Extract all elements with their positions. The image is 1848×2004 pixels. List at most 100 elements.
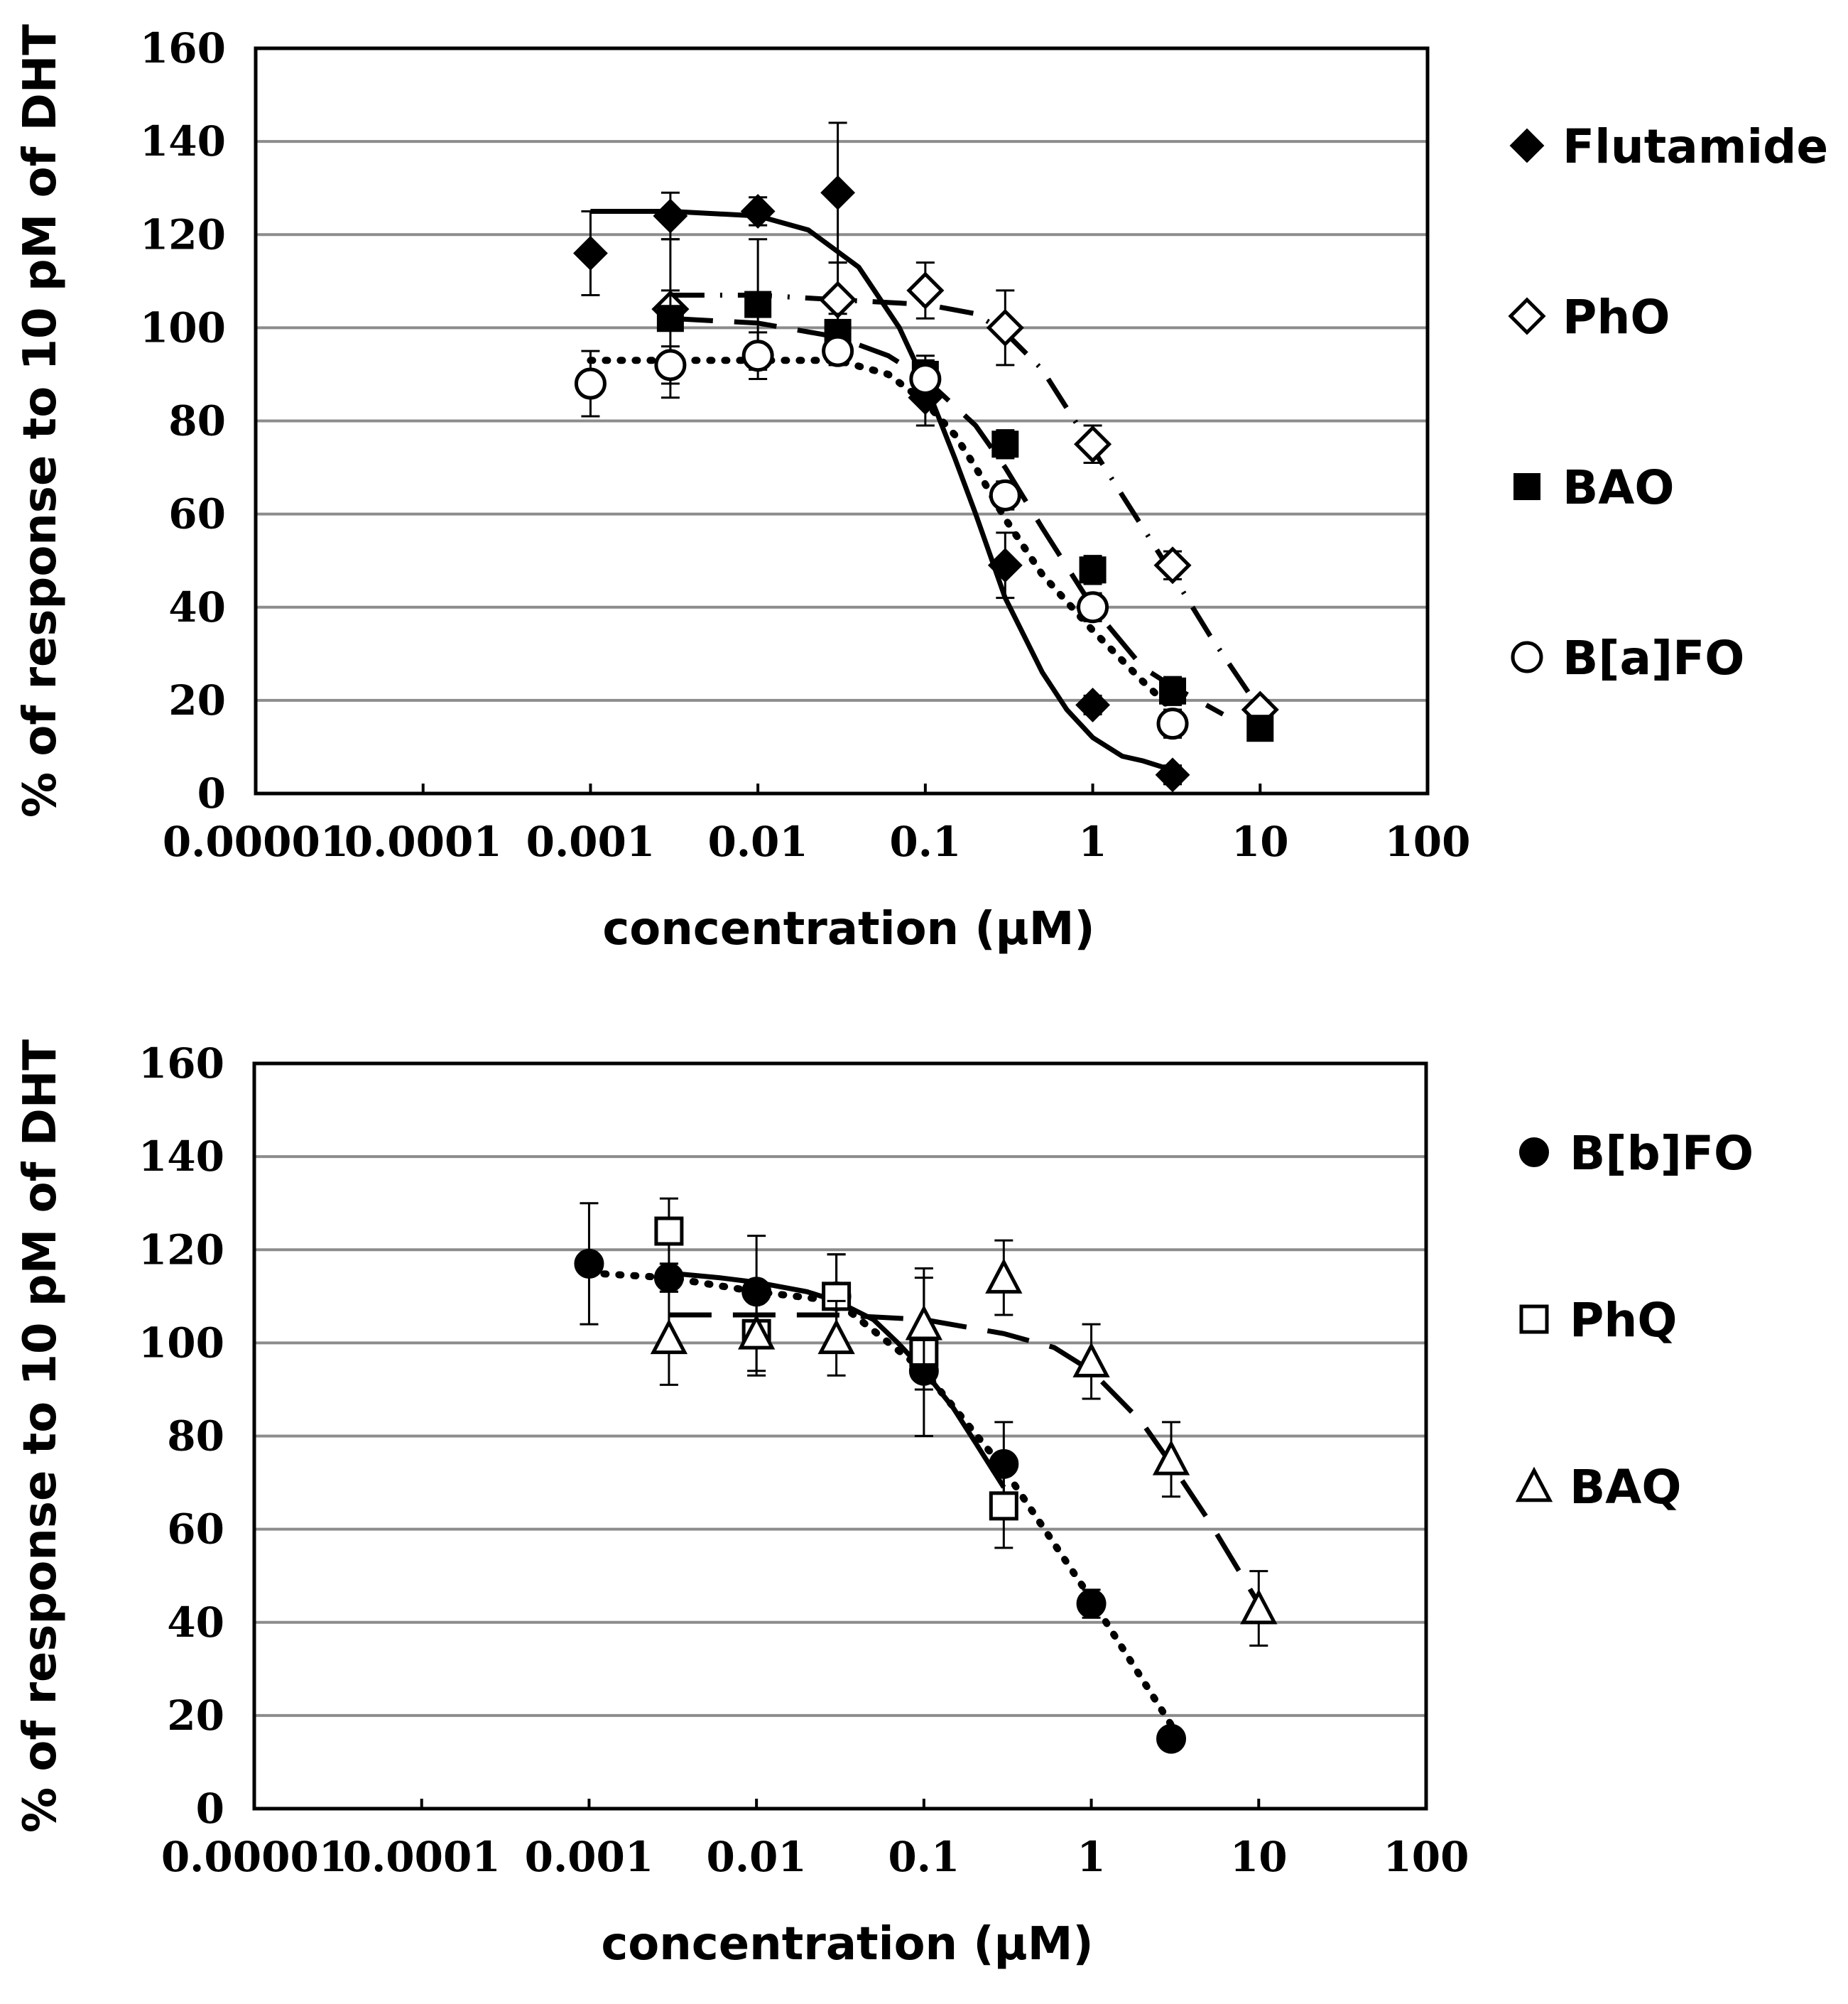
legend-label: PhQ	[1570, 1293, 1677, 1348]
legend-item-BAO: BAO	[1513, 460, 1675, 515]
data-point-Flutamide	[1155, 757, 1190, 793]
x-tick-label: 0.001	[525, 1833, 654, 1881]
y-tick-label: 40	[167, 1598, 224, 1647]
legend-label: BAQ	[1570, 1460, 1682, 1515]
x-tick-label: 1	[1077, 1833, 1105, 1881]
y-tick-label: 140	[140, 117, 226, 166]
data-point-B[b]FO	[1076, 1588, 1107, 1619]
legend-item-B[a]FO: B[a]FO	[1511, 631, 1744, 686]
data-point-BAQ	[650, 1318, 688, 1355]
y-tick-label: 60	[167, 1505, 224, 1554]
data-point-PhO	[819, 281, 857, 319]
data-point-BAO	[991, 430, 1019, 458]
x-tick-label: 0.001	[526, 818, 656, 866]
x-tick-label: 100	[1384, 818, 1470, 866]
legend-label: BAO	[1562, 460, 1675, 515]
series-line-BAO	[670, 315, 1224, 717]
x-tick-label: 0.01	[707, 1833, 807, 1881]
data-point-PhO	[986, 308, 1024, 347]
data-point-BAQ	[1072, 1342, 1110, 1377]
data-point-B[a]FO	[909, 362, 942, 395]
y-tick-label: 160	[140, 24, 226, 72]
series-line-PhQ	[668, 1270, 1006, 1489]
data-point-BAO	[1246, 715, 1274, 742]
x-tick-label: 0.0001	[343, 1833, 501, 1881]
legend-marker	[1519, 1304, 1549, 1334]
y-tick-label: 80	[168, 397, 226, 445]
x-tick-label: 0.00001	[161, 1833, 347, 1881]
legend-marker	[1508, 297, 1546, 335]
x-tick-label: 10	[1230, 1833, 1288, 1881]
data-point-PhO	[906, 271, 945, 310]
x-tick-label: 0.1	[889, 818, 961, 866]
data-point-Flutamide	[987, 548, 1023, 583]
data-point-BAO	[1079, 556, 1107, 584]
x-tick-label: 0.01	[708, 818, 808, 866]
y-tick-label: 40	[168, 583, 226, 632]
legend-item-BAQ: BAQ	[1515, 1460, 1682, 1515]
data-point-B[a]FO	[654, 349, 687, 381]
data-point-BAQ	[905, 1304, 942, 1340]
x-axis-title: concentration (μM)	[601, 1918, 1093, 1971]
data-point-PhQ	[654, 1216, 684, 1246]
data-point-B[b]FO	[653, 1262, 684, 1293]
y-tick-label: 80	[167, 1412, 224, 1461]
data-point-BAQ	[1240, 1588, 1278, 1625]
y-axis-title: % of response to 10 pM of DHT	[14, 24, 67, 818]
data-point-Flutamide	[573, 236, 608, 271]
x-tick-label: 100	[1383, 1833, 1469, 1881]
data-point-B[a]FO	[1077, 591, 1109, 624]
y-axis-title: % of response to 10 pM of DHT	[14, 1039, 67, 1833]
data-point-B[a]FO	[1156, 708, 1189, 740]
data-point-BAO	[656, 305, 684, 332]
data-point-B[b]FO	[1156, 1723, 1187, 1754]
data-point-BAQ	[985, 1258, 1023, 1294]
plot-frame	[252, 1061, 1428, 1811]
data-point-BAQ	[817, 1318, 855, 1355]
x-tick-label: 0.0001	[344, 818, 502, 866]
x-tick-label: 1	[1078, 818, 1107, 866]
data-point-Flutamide	[740, 194, 776, 229]
legend-item-PhO: PhO	[1508, 290, 1670, 345]
legend-marker	[1511, 641, 1543, 673]
data-point-BAO	[744, 291, 772, 318]
x-tick-label: 10	[1232, 818, 1289, 866]
data-point-BAQ	[738, 1314, 776, 1350]
y-tick-label: 60	[168, 490, 226, 538]
series-line-Flutamide	[590, 209, 1174, 773]
y-tick-label: 20	[167, 1691, 224, 1740]
data-point-B[b]FO	[574, 1248, 604, 1279]
data-point-Flutamide	[1075, 688, 1110, 722]
y-tick-label: 120	[140, 210, 226, 259]
series-line-B[a]FO	[587, 357, 1176, 713]
y-tick-label: 20	[168, 676, 226, 725]
data-point-PhQ	[989, 1491, 1018, 1521]
data-point-PhO	[1153, 546, 1192, 585]
legend-label: B[a]FO	[1562, 631, 1744, 686]
legend-label: Flutamide	[1562, 119, 1828, 174]
plot-frame	[254, 46, 1430, 796]
x-tick-label: 0.1	[888, 1833, 960, 1881]
data-point-Flutamide	[820, 175, 856, 210]
y-tick-label: 100	[138, 1318, 224, 1367]
data-point-B[a]FO	[574, 367, 607, 400]
legend-marker	[1509, 128, 1545, 163]
data-point-PhO	[1074, 425, 1112, 463]
legend-item-PhQ: PhQ	[1519, 1293, 1677, 1348]
legend-item-Flutamide: Flutamide	[1509, 119, 1828, 174]
y-tick-label: 0	[196, 1784, 224, 1833]
y-tick-label: 100	[140, 303, 226, 352]
data-point-BAQ	[1152, 1439, 1190, 1475]
data-point-B[a]FO	[822, 335, 854, 367]
data-point-BAO	[1159, 677, 1187, 705]
x-axis-title: concentration (μM)	[602, 903, 1094, 955]
y-tick-label: 160	[138, 1039, 224, 1088]
legend-marker	[1513, 473, 1540, 500]
data-point-B[a]FO	[989, 479, 1021, 511]
y-tick-label: 0	[197, 769, 226, 818]
legend-label: PhO	[1562, 290, 1670, 345]
y-tick-label: 140	[138, 1132, 224, 1181]
legend-marker	[1519, 1137, 1549, 1167]
